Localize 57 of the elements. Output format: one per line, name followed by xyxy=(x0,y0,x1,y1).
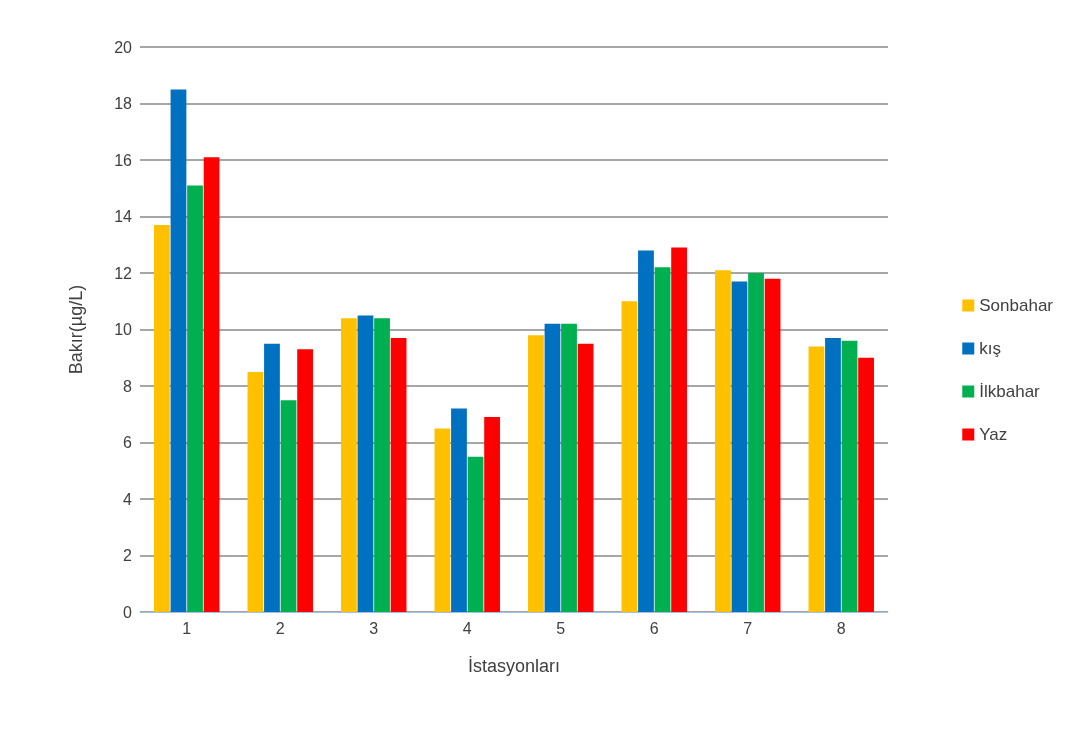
y-tick-label: 16 xyxy=(114,151,133,169)
bar xyxy=(390,337,407,612)
bar xyxy=(715,270,731,612)
legend-label: kış xyxy=(979,339,1002,358)
bar xyxy=(434,428,451,612)
bar xyxy=(841,340,858,612)
bar xyxy=(374,318,390,612)
legend-label: İlkbahar xyxy=(979,382,1041,401)
bar xyxy=(264,343,280,612)
y-tick-label: 12 xyxy=(114,264,133,282)
bar xyxy=(528,335,544,612)
bar xyxy=(247,371,264,612)
bar xyxy=(858,357,874,612)
y-tick-label: 10 xyxy=(114,321,133,338)
bar xyxy=(154,224,170,612)
y-tick-label: 6 xyxy=(123,434,133,451)
bar xyxy=(621,301,638,612)
bar xyxy=(808,346,825,612)
y-tick-label: 20 xyxy=(114,38,133,56)
y-tick-label: 8 xyxy=(123,377,133,395)
x-tick-label: 8 xyxy=(836,619,846,637)
bar xyxy=(638,250,654,612)
x-tick-label: 6 xyxy=(649,619,659,637)
y-tick-label: 18 xyxy=(114,95,133,112)
bar xyxy=(731,281,748,612)
x-tick-label: 3 xyxy=(369,619,379,637)
x-tick-label: 4 xyxy=(462,619,472,637)
y-tick-label: 2 xyxy=(123,547,133,564)
y-tick-label: 0 xyxy=(123,603,133,621)
bar xyxy=(484,417,500,612)
bar xyxy=(297,349,313,612)
bar xyxy=(187,185,203,612)
x-axis-title: İstasyonları xyxy=(467,656,561,676)
bar xyxy=(280,400,297,612)
bar xyxy=(357,315,374,612)
bar xyxy=(764,278,781,612)
y-tick-label: 4 xyxy=(123,490,133,508)
bar xyxy=(748,273,764,612)
bar xyxy=(654,267,671,612)
x-tick-label: 5 xyxy=(556,619,566,637)
x-tick-label: 7 xyxy=(743,619,753,637)
bar xyxy=(467,456,484,612)
bar xyxy=(577,343,594,612)
legend-label: Yaz xyxy=(979,425,1008,444)
bar xyxy=(341,318,357,612)
bar xyxy=(170,89,187,612)
x-tick-label: 1 xyxy=(182,619,192,637)
bar xyxy=(671,247,687,612)
bar xyxy=(825,337,841,612)
bar xyxy=(451,408,467,612)
y-tick-label: 14 xyxy=(114,208,133,225)
bar xyxy=(203,157,220,612)
legend-label: Sonbahar xyxy=(979,296,1054,315)
bar xyxy=(544,323,561,612)
x-tick-label: 2 xyxy=(275,619,285,637)
y-axis-title: Bakır(µg/L) xyxy=(66,284,86,375)
bar xyxy=(561,323,577,612)
